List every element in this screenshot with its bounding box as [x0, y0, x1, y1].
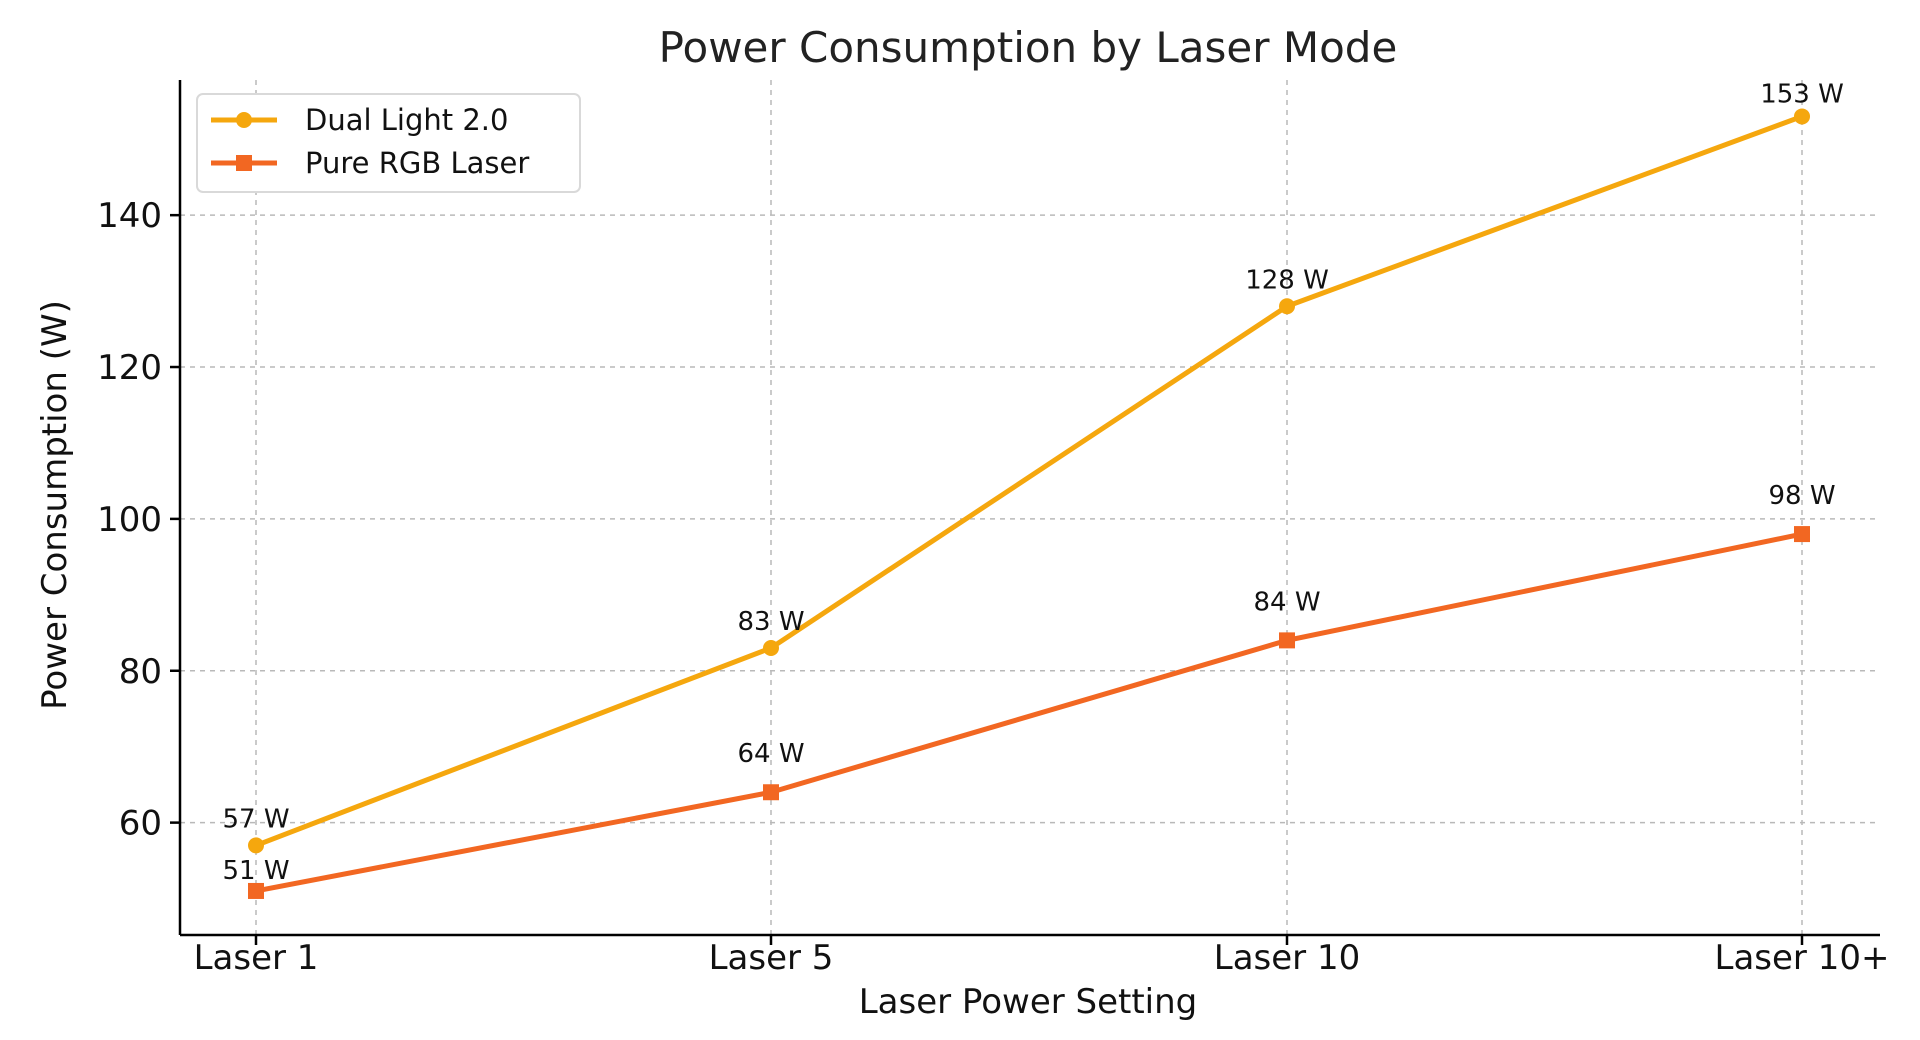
legend-entry-pure-rgb: Pure RGB Laser	[305, 146, 529, 180]
data-labels-layer: 57 W 83 W 128 W 153 W 51 W 64 W 84 W 98 W	[222, 79, 1843, 886]
y-tick-label-0: 60	[119, 804, 162, 844]
x-axis-label: Laser Power Setting	[859, 982, 1198, 1022]
series-0-data-label-3: 153 W	[1760, 79, 1844, 109]
series-0-point-3	[1794, 108, 1810, 125]
legend-marker-pure-rgb	[236, 155, 252, 171]
series-1-point-3	[1794, 526, 1810, 543]
chart-title: Power Consumption by Laser Mode	[659, 23, 1398, 72]
series-1-point-1	[763, 784, 779, 801]
x-tick-label-3: Laser 10+	[1715, 938, 1890, 978]
y-tick-label-3: 120	[97, 348, 162, 388]
series-line-0	[253, 113, 1805, 848]
series-1-data-label-3: 98 W	[1768, 481, 1835, 511]
legend: Dual Light 2.0 Pure RGB Laser	[196, 93, 581, 193]
x-tick-label-2: Laser 10	[1214, 938, 1360, 978]
series-1-data-label-1: 64 W	[737, 739, 804, 769]
y-tick-label-4: 140	[97, 196, 162, 236]
series-1-data-label-0: 51 W	[222, 856, 289, 886]
series-0-point-1	[763, 639, 779, 656]
y-tick-label-1: 80	[119, 652, 162, 692]
legend-marker-dual-light	[236, 112, 252, 128]
x-tick-label-1: Laser 5	[709, 938, 834, 978]
series-0-data-label-1: 83 W	[737, 607, 804, 637]
series-0-point-0	[248, 837, 264, 854]
series-line-1	[253, 531, 1805, 894]
series-0-data-label-0: 57 W	[222, 804, 289, 834]
series-0-point-2	[1279, 298, 1295, 315]
series-1-data-label-2: 84 W	[1253, 587, 1320, 617]
series-1-point-2	[1279, 632, 1295, 649]
series-0-data-label-2: 128 W	[1245, 265, 1329, 295]
series-layer	[248, 108, 1810, 899]
y-axis-label: Power Consumption (W)	[35, 300, 75, 710]
series-1-point-0	[248, 882, 264, 899]
y-tick-label-2: 100	[97, 500, 162, 540]
legend-entry-dual-light: Dual Light 2.0	[305, 103, 508, 137]
legend-frame	[196, 93, 581, 193]
axes-layer: 60 80 100 120 140 Laser 1 Laser 5 Laser 10 Laser…	[97, 80, 1889, 978]
x-tick-label-0: Laser 1	[194, 938, 319, 978]
